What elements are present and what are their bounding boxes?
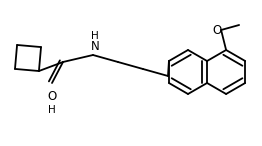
Text: H: H (91, 31, 99, 41)
Text: N: N (91, 40, 99, 53)
Text: O: O (47, 91, 57, 104)
Text: H: H (48, 105, 56, 115)
Text: O: O (212, 24, 222, 36)
